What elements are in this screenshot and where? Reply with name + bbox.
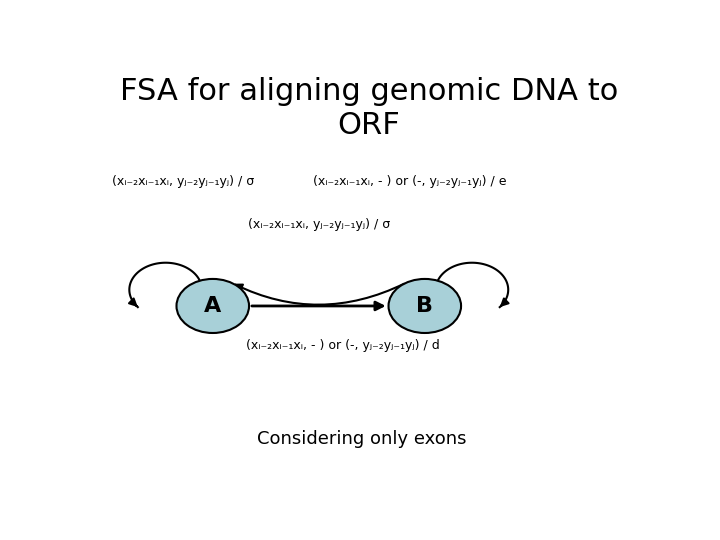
Circle shape: [389, 279, 461, 333]
Text: A: A: [204, 296, 221, 316]
FancyArrowPatch shape: [235, 284, 404, 305]
Text: Considering only exons: Considering only exons: [258, 430, 467, 448]
Text: (xᵢ₋₂xᵢ₋₁xᵢ, yⱼ₋₂yⱼ₋₁yⱼ) / σ: (xᵢ₋₂xᵢ₋₁xᵢ, yⱼ₋₂yⱼ₋₁yⱼ) / σ: [248, 218, 390, 231]
Text: B: B: [416, 296, 433, 316]
Circle shape: [176, 279, 249, 333]
FancyArrowPatch shape: [252, 302, 382, 310]
Text: (xᵢ₋₂xᵢ₋₁xᵢ, - ) or (-, yⱼ₋₂yⱼ₋₁yⱼ) / e: (xᵢ₋₂xᵢ₋₁xᵢ, - ) or (-, yⱼ₋₂yⱼ₋₁yⱼ) / e: [313, 175, 507, 188]
Text: FSA for aligning genomic DNA to
ORF: FSA for aligning genomic DNA to ORF: [120, 77, 618, 140]
Text: (xᵢ₋₂xᵢ₋₁xᵢ, yⱼ₋₂yⱼ₋₁yⱼ) / σ: (xᵢ₋₂xᵢ₋₁xᵢ, yⱼ₋₂yⱼ₋₁yⱼ) / σ: [112, 175, 255, 188]
Text: (xᵢ₋₂xᵢ₋₁xᵢ, - ) or (-, yⱼ₋₂yⱼ₋₁yⱼ) / d: (xᵢ₋₂xᵢ₋₁xᵢ, - ) or (-, yⱼ₋₂yⱼ₋₁yⱼ) / d: [246, 339, 440, 352]
